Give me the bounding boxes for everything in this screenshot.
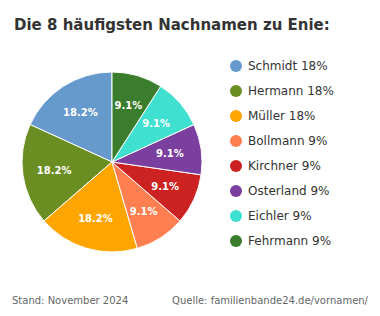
wedges	[22, 72, 202, 252]
legend-swatch	[230, 185, 242, 197]
data-label: 9.1%	[130, 206, 158, 217]
legend-swatch	[230, 235, 242, 247]
legend-label: Osterland 9%	[248, 184, 329, 198]
legend-label: Hermann 18%	[248, 84, 334, 98]
legend-label: Müller 18%	[248, 109, 315, 123]
legend-swatch	[230, 60, 242, 72]
data-labels: 18.2% 18.2% 18.2% 9.1% 9.1% 9.1% 9.1% 9.1%	[37, 100, 184, 223]
legend-label: Fehrmann 9%	[248, 234, 331, 248]
legend-swatch	[230, 160, 242, 172]
legend-swatch	[230, 110, 242, 122]
legend-label: Bollmann 9%	[248, 134, 327, 148]
footer-note: Stand: November 2024	[12, 295, 128, 306]
legend-label: Kirchner 9%	[248, 159, 321, 173]
background	[0, 0, 380, 316]
chart-container: Die 8 häufigsten Nachnamen zu Enie: 18.2%…	[0, 0, 380, 316]
data-label: 9.1%	[115, 100, 143, 111]
title: Die 8 häufigsten Nachnamen zu Enie:	[14, 16, 330, 34]
chart-svg: Die 8 häufigsten Nachnamen zu Enie: 18.2%…	[0, 0, 380, 316]
data-label: 9.1%	[151, 181, 179, 192]
legend-label: Eichler 9%	[248, 209, 312, 223]
legend-label: Schmidt 18%	[248, 59, 328, 73]
data-label: 9.1%	[156, 148, 184, 159]
data-label: 9.1%	[142, 118, 170, 129]
data-label: 18.2%	[78, 213, 113, 224]
legend: Schmidt 18% Hermann 18% Müller 18% Bollmann…	[230, 59, 334, 248]
data-label: 18.2%	[37, 165, 72, 176]
footer-note: Quelle: familienbande24.de/vornamen/	[172, 295, 369, 306]
pie-wedge	[112, 72, 161, 162]
legend-swatch	[230, 210, 242, 222]
legend-swatch	[230, 85, 242, 97]
legend-swatch	[230, 135, 242, 147]
data-label: 18.2%	[63, 107, 98, 118]
